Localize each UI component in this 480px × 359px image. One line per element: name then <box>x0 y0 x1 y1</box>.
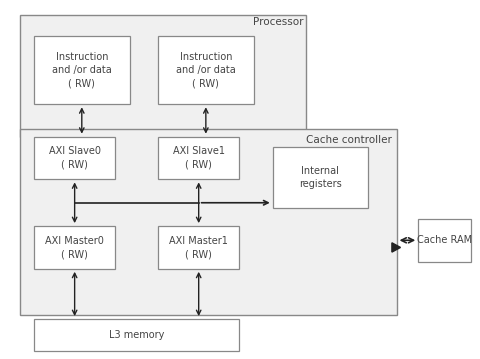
Text: Cache RAM: Cache RAM <box>417 235 472 245</box>
Bar <box>34 136 115 180</box>
Bar <box>158 136 239 180</box>
Bar <box>34 37 130 104</box>
Bar <box>158 226 239 269</box>
Text: Processor: Processor <box>253 17 304 27</box>
Text: AXI Master0
( RW): AXI Master0 ( RW) <box>45 236 104 259</box>
Bar <box>273 147 368 208</box>
Bar <box>158 37 253 104</box>
Polygon shape <box>392 243 400 252</box>
Bar <box>34 226 115 269</box>
Text: AXI Slave0
( RW): AXI Slave0 ( RW) <box>48 146 101 170</box>
Text: Internal
registers: Internal registers <box>299 166 342 189</box>
Text: Instruction
and /or data
( RW): Instruction and /or data ( RW) <box>176 52 236 89</box>
Bar <box>34 319 239 351</box>
Text: Instruction
and /or data
( RW): Instruction and /or data ( RW) <box>52 52 112 89</box>
Text: AXI Slave1
( RW): AXI Slave1 ( RW) <box>173 146 225 170</box>
Text: AXI Master1
( RW): AXI Master1 ( RW) <box>169 236 228 259</box>
Text: Cache controller: Cache controller <box>306 135 392 145</box>
Bar <box>20 130 396 316</box>
Bar <box>20 15 306 136</box>
Text: L3 memory: L3 memory <box>109 330 164 340</box>
Bar <box>418 219 470 262</box>
